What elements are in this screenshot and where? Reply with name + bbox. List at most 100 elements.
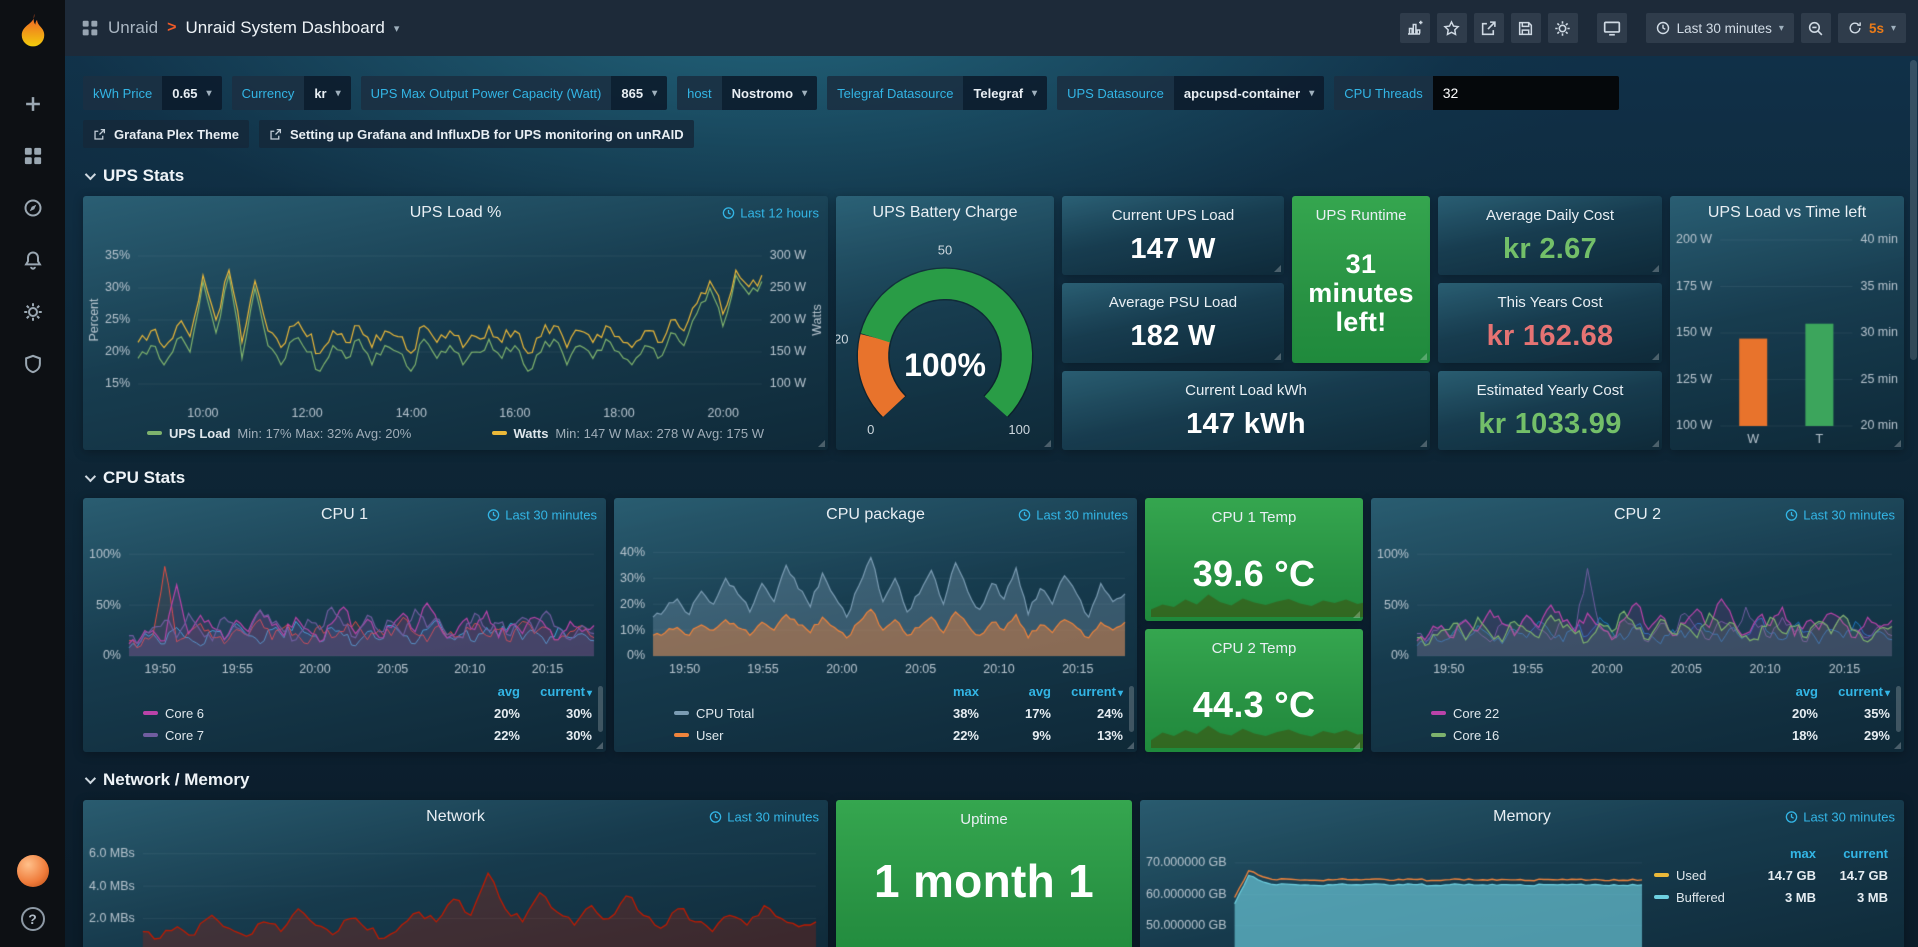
panel-title[interactable]: Memory	[1493, 808, 1551, 825]
chevron-down-icon	[84, 772, 97, 785]
series-name[interactable]: Core 22	[1453, 705, 1500, 721]
variable-value-dropdown[interactable]: kr ▾	[304, 76, 351, 110]
panel-title[interactable]: UPS Load vs Time left	[1707, 204, 1867, 221]
time-range-label: Last 30 minutes	[1676, 20, 1772, 36]
panel-title[interactable]: CPU 1 Temp	[1211, 509, 1297, 526]
variable-value-dropdown[interactable]: 0.65 ▾	[162, 76, 222, 110]
cpu-threads-input[interactable]	[1432, 76, 1619, 110]
clock-icon	[709, 811, 722, 823]
page-scrollbar[interactable]	[1910, 58, 1917, 945]
refresh-picker[interactable]: 5s ▾	[1837, 13, 1906, 43]
panel-title[interactable]: CPU 2 Temp	[1211, 640, 1297, 657]
series-name[interactable]: Core 7	[165, 727, 205, 743]
panel-title[interactable]: CPU package	[826, 506, 925, 523]
add-panel-button[interactable]	[1399, 13, 1430, 43]
panel-title[interactable]: Average PSU Load	[1108, 294, 1238, 312]
sidebar-menu	[21, 92, 45, 376]
shield-icon[interactable]	[21, 352, 45, 376]
zoom-out-button[interactable]	[1800, 13, 1831, 43]
legend-scrollbar[interactable]	[598, 686, 603, 732]
panel-title[interactable]: Current UPS Load	[1111, 207, 1235, 224]
series-name[interactable]: CPU Total	[696, 705, 755, 721]
ups-load-chart[interactable]	[83, 230, 828, 424]
share-button[interactable]	[1473, 13, 1504, 43]
legend-header[interactable]: max	[1789, 845, 1816, 861]
panel-time-range[interactable]: Last 12 hours	[722, 206, 819, 221]
panel-title[interactable]: UPS Runtime	[1315, 207, 1407, 224]
stat-value: 1 month 1	[874, 855, 1094, 907]
panel-time-range[interactable]: Last 30 minutes	[1018, 508, 1128, 523]
legend-header[interactable]: avg	[1028, 683, 1051, 699]
user-avatar[interactable]	[16, 855, 49, 887]
dashboard-title[interactable]: Unraid System Dashboard	[185, 18, 385, 37]
grafana-logo[interactable]	[13, 10, 53, 50]
time-range-picker[interactable]: Last 30 minutes ▾	[1645, 13, 1794, 43]
panel-time-range[interactable]: Last 30 minutes	[709, 810, 819, 825]
legend-scrollbar[interactable]	[1129, 686, 1134, 732]
legend-header[interactable]: avg	[1795, 683, 1818, 699]
panel-cpu-package: CPU package Last 30 minutes max avg curr…	[614, 498, 1137, 752]
cpu1-chart[interactable]	[83, 532, 606, 680]
panel-title[interactable]: Network	[426, 808, 485, 825]
legend-header[interactable]: current	[1843, 845, 1888, 861]
memory-chart[interactable]	[1140, 834, 1654, 947]
series-name[interactable]: User	[696, 727, 724, 743]
cpu-package-chart[interactable]	[614, 532, 1137, 680]
gauge-value: 100%	[904, 347, 986, 383]
panel-title[interactable]: CPU 2	[1613, 506, 1662, 523]
panel-title[interactable]: Uptime	[960, 811, 1008, 828]
panel-title[interactable]: Estimated Yearly Cost	[1476, 381, 1624, 399]
variable-value-dropdown[interactable]: 865 ▾	[611, 76, 668, 110]
legend-header[interactable]: current	[1818, 684, 1890, 699]
panel-title[interactable]: Average Daily Cost	[1485, 207, 1615, 224]
panel-time-range[interactable]: Last 30 minutes	[1785, 810, 1895, 825]
section-cpu-stats[interactable]: CPU Stats	[84, 468, 1904, 488]
apps-grid-icon[interactable]	[81, 19, 99, 37]
settings-icon[interactable]	[21, 300, 45, 324]
dashboard-settings-button[interactable]	[1547, 13, 1578, 43]
series-name[interactable]: Core 16	[1453, 727, 1500, 743]
create-icon[interactable]	[21, 92, 45, 116]
dashboard-link-grafana-plex-theme[interactable]: Grafana Plex Theme	[83, 120, 249, 148]
panel-cpu2-temp: CPU 2 Temp 44.3 °C	[1145, 629, 1363, 752]
variable-value-dropdown[interactable]: apcupsd-container ▾	[1173, 76, 1325, 110]
scrollbar-thumb[interactable]	[1910, 60, 1917, 360]
cpu1-temp-sparkline	[1151, 587, 1363, 617]
panel-title[interactable]: CPU 1	[320, 506, 369, 523]
series-name[interactable]: Core 6	[165, 705, 205, 721]
legend-header[interactable]: current	[1051, 684, 1123, 699]
save-button[interactable]	[1510, 13, 1541, 43]
panel-time-range[interactable]: Last 30 minutes	[487, 508, 597, 523]
ups-load-time-bars-chart[interactable]	[1670, 230, 1904, 450]
cpu2-chart[interactable]	[1371, 532, 1904, 680]
section-ups-stats[interactable]: UPS Stats	[84, 166, 1904, 186]
network-chart[interactable]	[83, 834, 828, 947]
panel-time-range[interactable]: Last 30 minutes	[1785, 508, 1895, 523]
panel-title[interactable]: UPS Battery Charge	[872, 204, 1018, 221]
dashboards-icon[interactable]	[21, 144, 45, 168]
series-name[interactable]: Used	[1676, 867, 1707, 883]
alerting-icon[interactable]	[21, 248, 45, 272]
variable-value-dropdown[interactable]: Telegraf ▾	[963, 76, 1048, 110]
series-current: 14.7 GB	[1839, 867, 1888, 883]
panel-title[interactable]: This Years Cost	[1497, 294, 1603, 312]
legend-header[interactable]: max	[952, 683, 979, 699]
variable-value-dropdown[interactable]: Nostromo ▾	[721, 76, 818, 110]
legend-header[interactable]: current	[520, 684, 592, 699]
legend-item[interactable]: Watts Min: 147 W Max: 278 W Avg: 175 W	[491, 426, 764, 441]
dashboard-link-ups-monitoring-guide[interactable]: Setting up Grafana and InfluxDB for UPS …	[259, 120, 694, 148]
explore-icon[interactable]	[21, 196, 45, 220]
panel-title[interactable]: Current Load kWh	[1185, 381, 1307, 399]
legend-item[interactable]: UPS Load Min: 17% Max: 32% Avg: 20%	[147, 426, 411, 441]
help-icon[interactable]: ?	[20, 907, 45, 931]
series-name[interactable]: Buffered	[1676, 889, 1725, 905]
legend-header[interactable]: avg	[497, 683, 520, 699]
panel-title[interactable]: UPS Load %	[409, 204, 502, 221]
section-network-memory[interactable]: Network / Memory	[84, 770, 1904, 790]
breadcrumb-app[interactable]: Unraid	[108, 18, 159, 37]
caret-down-icon[interactable]: ▾	[393, 22, 400, 35]
tv-view-button[interactable]	[1596, 13, 1627, 43]
legend-scrollbar[interactable]	[1896, 686, 1901, 732]
panel-time-label: Last 30 minutes	[505, 507, 597, 523]
star-button[interactable]	[1436, 13, 1467, 43]
